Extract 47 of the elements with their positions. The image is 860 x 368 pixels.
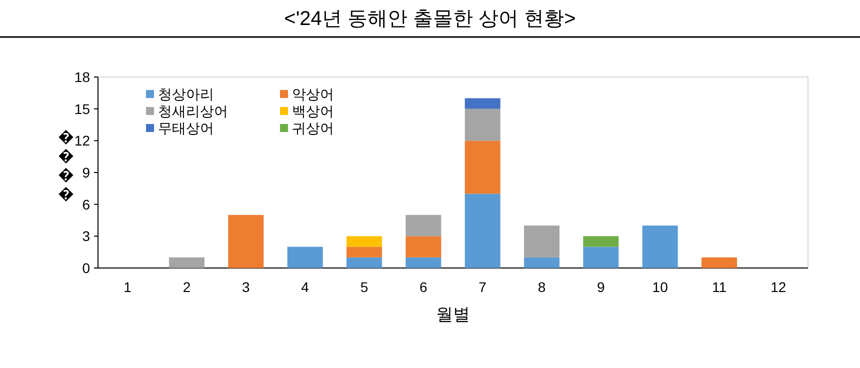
x-tick-label: 1 (124, 279, 132, 295)
x-tick-label: 2 (182, 279, 191, 295)
bar (406, 257, 442, 268)
bar (464, 108, 500, 141)
x-tick-label: 11 (712, 279, 727, 295)
bar (524, 226, 560, 258)
x-tick-label: 8 (538, 279, 546, 295)
y-tick-label: 3 (82, 228, 90, 244)
bar (464, 140, 500, 194)
x-tick-label: 4 (301, 279, 310, 295)
bar (346, 257, 382, 268)
legend-label: 청상아리 (158, 86, 214, 102)
bar (524, 257, 560, 268)
y-tick-label: 9 (82, 164, 90, 180)
bar (583, 246, 619, 268)
legend-label: 무태상어 (158, 120, 214, 136)
bar (228, 214, 264, 268)
x-tick-label: 9 (597, 279, 606, 295)
y-tick-label: 0 (82, 260, 90, 276)
x-tick-label: 7 (478, 279, 487, 295)
bar (406, 214, 442, 236)
bar (346, 246, 382, 258)
bar (406, 236, 442, 258)
bar (464, 194, 500, 268)
x-tick-label: 10 (652, 279, 668, 295)
legend-label: 청새리상어 (158, 103, 228, 119)
bar (346, 236, 382, 247)
y-axis-title: ���� (58, 129, 74, 203)
x-axis-title: 월별 (436, 305, 470, 324)
y-tick-label: 18 (74, 69, 90, 85)
x-tick-label: 5 (360, 279, 368, 295)
legend-label: 악상어 (292, 86, 334, 102)
bar (583, 236, 619, 247)
bar (287, 246, 323, 268)
bar (642, 226, 678, 268)
x-tick-label: 3 (242, 279, 250, 295)
bar (464, 98, 500, 109)
bar (169, 257, 204, 268)
chart-title: <'24년 동해안 출몰한 상어 현황> (284, 8, 576, 30)
x-tick-label: 6 (420, 279, 428, 295)
y-tick-label: 12 (74, 132, 90, 149)
legend-label: 귀상어 (292, 120, 334, 136)
y-tick-label: 6 (82, 196, 90, 212)
y-tick-label: 15 (74, 100, 90, 117)
bar (702, 257, 737, 268)
legend-label: 백상어 (292, 103, 334, 119)
x-tick-label: 12 (770, 279, 786, 295)
